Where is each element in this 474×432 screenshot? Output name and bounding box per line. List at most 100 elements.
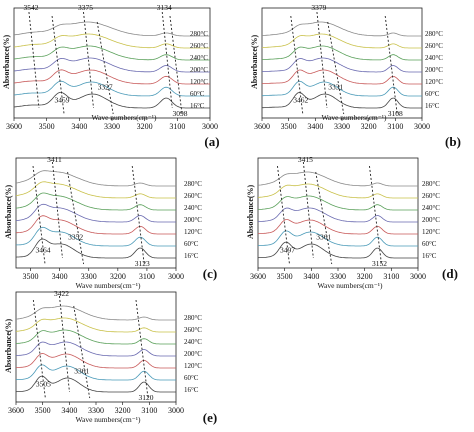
- peak-label: 3361: [74, 366, 89, 375]
- peak-guide-line: [51, 15, 65, 115]
- peak-label: 3459: [55, 96, 70, 105]
- x-tick-label: 3500: [35, 406, 51, 415]
- x-tick-label: 3200: [110, 272, 126, 281]
- series-label: 16°C: [425, 102, 440, 110]
- peak-guide-line: [131, 165, 145, 265]
- peak-label: 3108: [388, 109, 403, 118]
- peak-label: 3098: [172, 109, 187, 118]
- x-tick-label: 3300: [104, 122, 120, 131]
- series-line: [257, 171, 418, 187]
- panel-label: (d): [442, 266, 458, 281]
- x-tick-label: 3200: [361, 122, 377, 131]
- peak-guide-line: [277, 165, 290, 265]
- series-label: 240°C: [184, 204, 202, 212]
- series-line: [15, 305, 176, 321]
- x-tick-label: 3300: [88, 406, 104, 415]
- peak-label: 3462: [293, 96, 308, 105]
- series-line: [15, 226, 176, 247]
- series-label: 260°C: [184, 326, 202, 334]
- series-label: 60°C: [184, 240, 199, 248]
- y-axis-label: Absorbance(%): [250, 34, 259, 89]
- series-label: 200°C: [184, 216, 202, 224]
- y-axis-label: Absorbance(%): [246, 184, 255, 239]
- series-line: [257, 241, 418, 259]
- peak-guide-line: [96, 21, 114, 115]
- peak-label: 3327: [98, 82, 113, 91]
- peak-guide-line: [290, 15, 304, 115]
- peak-label: 3415: [298, 155, 313, 164]
- series-line: [261, 33, 422, 49]
- x-tick-label: 3200: [357, 272, 373, 281]
- panel-label: (e): [203, 410, 217, 425]
- series-label: 200°C: [190, 66, 208, 74]
- x-tick-label: 3100: [387, 122, 403, 131]
- x-tick-label: 3500: [39, 122, 55, 131]
- x-tick-label: 3300: [81, 272, 97, 281]
- series-line: [15, 364, 176, 381]
- peak-label: 3497: [280, 246, 295, 255]
- series-line: [257, 195, 418, 211]
- y-axis-label: Absorbance(%): [4, 318, 13, 373]
- plot-frame: [15, 157, 177, 269]
- series-label: 16°C: [184, 252, 199, 260]
- x-tick-label: 3000: [168, 406, 184, 415]
- series-label: 240°C: [425, 54, 443, 62]
- series-label: 260°C: [190, 42, 208, 50]
- series-line: [15, 353, 176, 369]
- series-label: 200°C: [425, 66, 443, 74]
- x-tick-label: 3400: [71, 122, 87, 131]
- x-axis-label: Wave numbers(cm⁻¹): [318, 281, 383, 290]
- series-label: 260°C: [425, 42, 443, 50]
- peak-guide-line: [67, 171, 85, 265]
- series-label: 200°C: [184, 350, 202, 358]
- series-label: 16°C: [190, 102, 205, 110]
- x-tick-label: 3100: [141, 406, 157, 415]
- x-tick-label: 3600: [250, 272, 266, 281]
- series-label: 280°C: [425, 30, 443, 38]
- series-label: 280°C: [184, 314, 202, 322]
- panel-label: (b): [445, 134, 461, 149]
- series-line: [261, 69, 422, 85]
- peak-guide-line: [32, 299, 46, 399]
- series-line: [261, 21, 422, 37]
- peak-label: 3505: [36, 380, 51, 389]
- series-line: [257, 219, 418, 235]
- peak-guide-line: [135, 299, 149, 399]
- peak-guide-line: [161, 11, 173, 109]
- series-line: [13, 33, 210, 49]
- series-line: [257, 230, 418, 247]
- peak-label: 3134: [157, 3, 172, 12]
- series-line: [15, 215, 176, 235]
- series-label: 200°C: [422, 216, 440, 224]
- series-label: 16°C: [422, 252, 437, 260]
- x-tick-label: 3000: [202, 122, 218, 131]
- series-label: 280°C: [184, 180, 202, 188]
- peak-guide-line: [169, 15, 183, 115]
- series-label: 120°C: [184, 228, 202, 236]
- x-axis-label: Wave numbers(cm⁻¹): [92, 113, 157, 122]
- x-tick-label: 3400: [307, 122, 323, 131]
- x-axis-label: Wave numbers(cm⁻¹): [76, 415, 141, 424]
- peak-label: 3542: [23, 3, 38, 12]
- x-tick-label: 3300: [330, 272, 346, 281]
- peak-label: 3120: [139, 393, 154, 402]
- series-label: 240°C: [190, 54, 208, 62]
- x-tick-label: 3600: [8, 406, 24, 415]
- series-line: [13, 69, 210, 85]
- series-label: 280°C: [190, 30, 208, 38]
- x-axis-label: Wave numbers(cm⁻¹): [76, 281, 141, 290]
- chart-panel-a: Absorbance(%) 3600 3500 3400 3300 3200 3100 300…: [2, 3, 220, 149]
- x-tick-label: 3000: [168, 272, 184, 281]
- peak-label: 3352: [68, 232, 83, 241]
- peak-label: 3331: [328, 82, 343, 91]
- series-line: [261, 45, 422, 61]
- x-tick-label: 3400: [52, 272, 68, 281]
- series-line: [13, 57, 210, 73]
- chart-panel-e: Absorbance(%) 3600 3500 3400 3300 3200 3100 300…: [4, 289, 217, 425]
- x-tick-label: 3100: [169, 122, 185, 131]
- peak-guide-line: [51, 161, 63, 259]
- series-label: 260°C: [422, 192, 440, 200]
- peak-label: 3379: [311, 3, 326, 12]
- peak-label: 3152: [372, 259, 387, 268]
